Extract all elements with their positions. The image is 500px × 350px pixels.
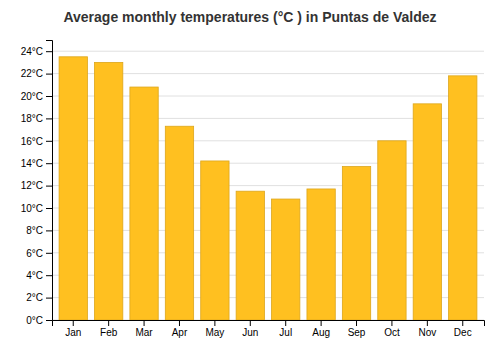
x-tick-label: Aug xyxy=(312,327,330,338)
y-axis-line xyxy=(46,41,53,321)
chart: Average monthly temperatures (°C ) in Pu… xyxy=(0,0,500,350)
y-tick: 2°C xyxy=(26,292,52,303)
y-tick-label: 18°C xyxy=(21,113,43,124)
x-tick-mark xyxy=(179,320,180,326)
x-tick: Jul xyxy=(279,320,292,338)
x-axis: Jan Feb Mar Apr May Jun Jul Aug Sep Oct Nov Dec xyxy=(53,320,485,338)
bars xyxy=(59,57,477,320)
x-tick: Nov xyxy=(418,320,436,338)
plot: 0°C 2°C 4°C 6°C 8°C 10°C 12°C 14°C 16°C 18°C 20°C 2… xyxy=(21,41,485,339)
x-tick-mark xyxy=(250,320,251,326)
y-tick: 6°C xyxy=(26,248,52,259)
y-tick: 24°C xyxy=(21,46,52,57)
y-tick: 8°C xyxy=(26,225,52,236)
y-tick: 20°C xyxy=(21,91,52,102)
x-tick-label: Nov xyxy=(418,327,436,338)
y-tick-mark xyxy=(46,118,52,119)
x-tick-label: Dec xyxy=(454,327,472,338)
x-tick: Sep xyxy=(348,320,366,338)
x-tick-mark xyxy=(321,320,322,326)
x-tick-label: Oct xyxy=(384,327,400,338)
y-tick-mark xyxy=(46,141,52,142)
y-tick-label: 0°C xyxy=(26,315,43,326)
y-tick: 14°C xyxy=(21,158,52,169)
y-tick-label: 12°C xyxy=(21,180,43,191)
x-tick-mark xyxy=(391,320,392,326)
y-tick-label: 8°C xyxy=(26,225,43,236)
y-tick-mark xyxy=(46,186,52,187)
y-tick-mark xyxy=(46,230,52,231)
y-tick-label: 24°C xyxy=(21,46,43,57)
x-tick-mark xyxy=(356,320,357,326)
x-axis-line xyxy=(53,321,485,327)
bar xyxy=(378,141,406,320)
y-tick-label: 4°C xyxy=(26,270,43,281)
x-tick: Jan xyxy=(65,320,81,338)
x-tick-label: Jun xyxy=(242,327,258,338)
y-tick-label: 14°C xyxy=(21,158,43,169)
x-tick-mark xyxy=(285,320,286,326)
x-tick: May xyxy=(205,320,224,338)
y-tick: 12°C xyxy=(21,180,52,191)
grid xyxy=(52,51,484,320)
x-tick: Mar xyxy=(135,320,153,338)
x-tick-label: Sep xyxy=(348,327,366,338)
y-tick-label: 20°C xyxy=(21,91,43,102)
x-tick-label: May xyxy=(205,327,224,338)
y-tick-label: 22°C xyxy=(21,68,43,79)
x-tick-mark xyxy=(462,320,463,326)
bar xyxy=(342,167,370,320)
x-tick-label: Jul xyxy=(279,327,292,338)
y-tick: 0°C xyxy=(26,315,52,326)
y-tick-mark xyxy=(46,208,52,209)
y-tick-mark xyxy=(46,275,52,276)
x-tick-mark xyxy=(427,320,428,326)
x-tick: Oct xyxy=(384,320,400,338)
bar xyxy=(94,62,122,320)
x-tick-label: Apr xyxy=(172,327,188,338)
y-axis: 0°C 2°C 4°C 6°C 8°C 10°C 12°C 14°C 16°C 18°C 20°C 2… xyxy=(21,41,53,326)
x-tick-mark xyxy=(214,320,215,326)
x-tick-mark xyxy=(108,320,109,326)
y-tick: 10°C xyxy=(21,203,52,214)
grid-line xyxy=(52,51,484,52)
x-tick-mark xyxy=(73,320,74,326)
y-tick-mark xyxy=(46,320,52,321)
x-tick: Jun xyxy=(242,320,258,338)
y-tick: 16°C xyxy=(21,136,52,147)
bar xyxy=(59,57,87,320)
x-tick-label: Mar xyxy=(135,327,153,338)
y-tick-label: 16°C xyxy=(21,136,43,147)
y-tick-mark xyxy=(46,96,52,97)
y-tick-label: 10°C xyxy=(21,203,43,214)
y-tick: 4°C xyxy=(26,270,52,281)
y-tick-mark xyxy=(46,163,52,164)
bar xyxy=(272,199,300,320)
x-tick: Aug xyxy=(312,320,330,338)
bar xyxy=(165,126,193,320)
x-tick-label: Feb xyxy=(100,327,118,338)
bar xyxy=(413,104,441,320)
y-tick-label: 6°C xyxy=(26,248,43,259)
x-tick: Feb xyxy=(100,320,118,338)
x-tick: Dec xyxy=(454,320,472,338)
y-tick: 22°C xyxy=(21,68,52,79)
y-tick-mark xyxy=(46,298,52,299)
y-tick-mark xyxy=(46,74,52,75)
y-tick-mark xyxy=(46,51,52,52)
bar xyxy=(449,76,477,320)
y-tick: 18°C xyxy=(21,113,52,124)
bar xyxy=(130,87,158,320)
bar xyxy=(201,161,229,320)
x-tick-label: Jan xyxy=(65,327,81,338)
bar xyxy=(307,189,335,320)
y-tick-mark xyxy=(46,253,52,254)
title: Average monthly temperatures (°C ) in Pu… xyxy=(63,9,436,25)
x-tick: Apr xyxy=(172,320,188,338)
y-tick-label: 2°C xyxy=(26,292,43,303)
bar xyxy=(236,191,264,320)
x-tick-mark xyxy=(144,320,145,326)
